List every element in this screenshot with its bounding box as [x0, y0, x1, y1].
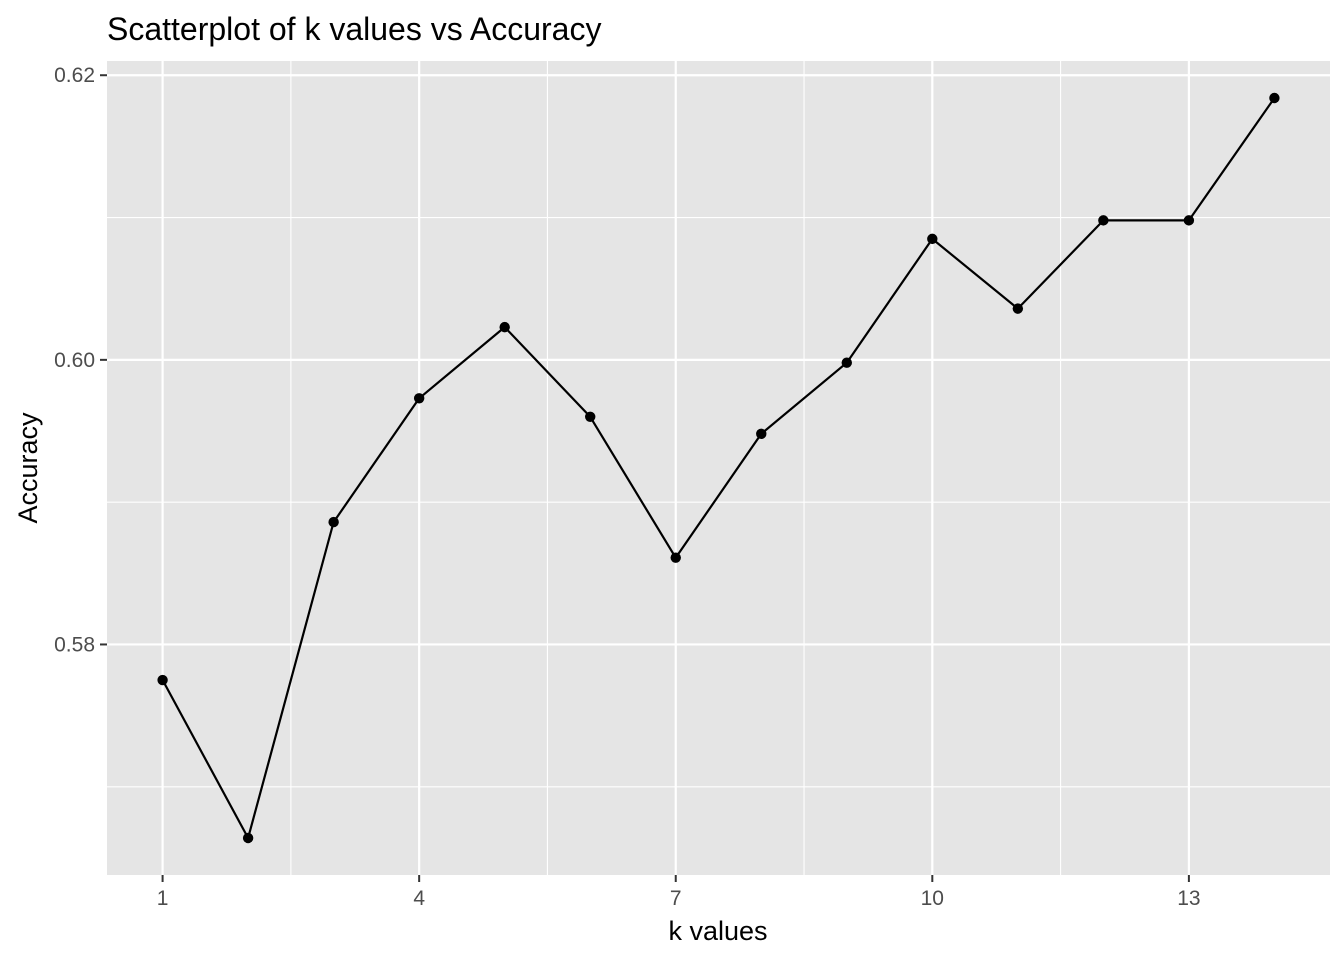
plot-panel [107, 61, 1330, 875]
data-point [670, 552, 681, 563]
data-point [1098, 215, 1109, 226]
data-point [585, 411, 596, 422]
data-point [756, 428, 767, 440]
plot-layer: 1 4 7 10 13 0.58 0.60 0.62 [54, 61, 1330, 910]
chart-title: Scatterplot of k values vs Accuracy [107, 11, 601, 47]
data-point [1012, 303, 1024, 314]
data-point [1183, 215, 1195, 226]
data-point [841, 357, 852, 368]
x-tick-label: 7 [670, 887, 682, 910]
series-line [161, 97, 1276, 840]
x-axis-title: k values [668, 916, 767, 946]
data-point [157, 674, 168, 686]
x-tick-label: 13 [1177, 887, 1200, 910]
data-point [499, 321, 510, 333]
y-tick-label: 0.60 [54, 349, 95, 372]
x-tick-label: 4 [413, 887, 425, 910]
data-point [328, 516, 339, 528]
data-point [1269, 92, 1280, 104]
data-point [927, 233, 938, 245]
y-axis-title: Accuracy [13, 412, 43, 524]
x-tick-label: 10 [921, 887, 944, 910]
data-point [242, 832, 254, 844]
x-tick-label: 1 [157, 887, 169, 910]
data-point [413, 393, 425, 404]
y-tick-label: 0.62 [54, 64, 95, 87]
y-tick-label: 0.58 [54, 633, 95, 656]
